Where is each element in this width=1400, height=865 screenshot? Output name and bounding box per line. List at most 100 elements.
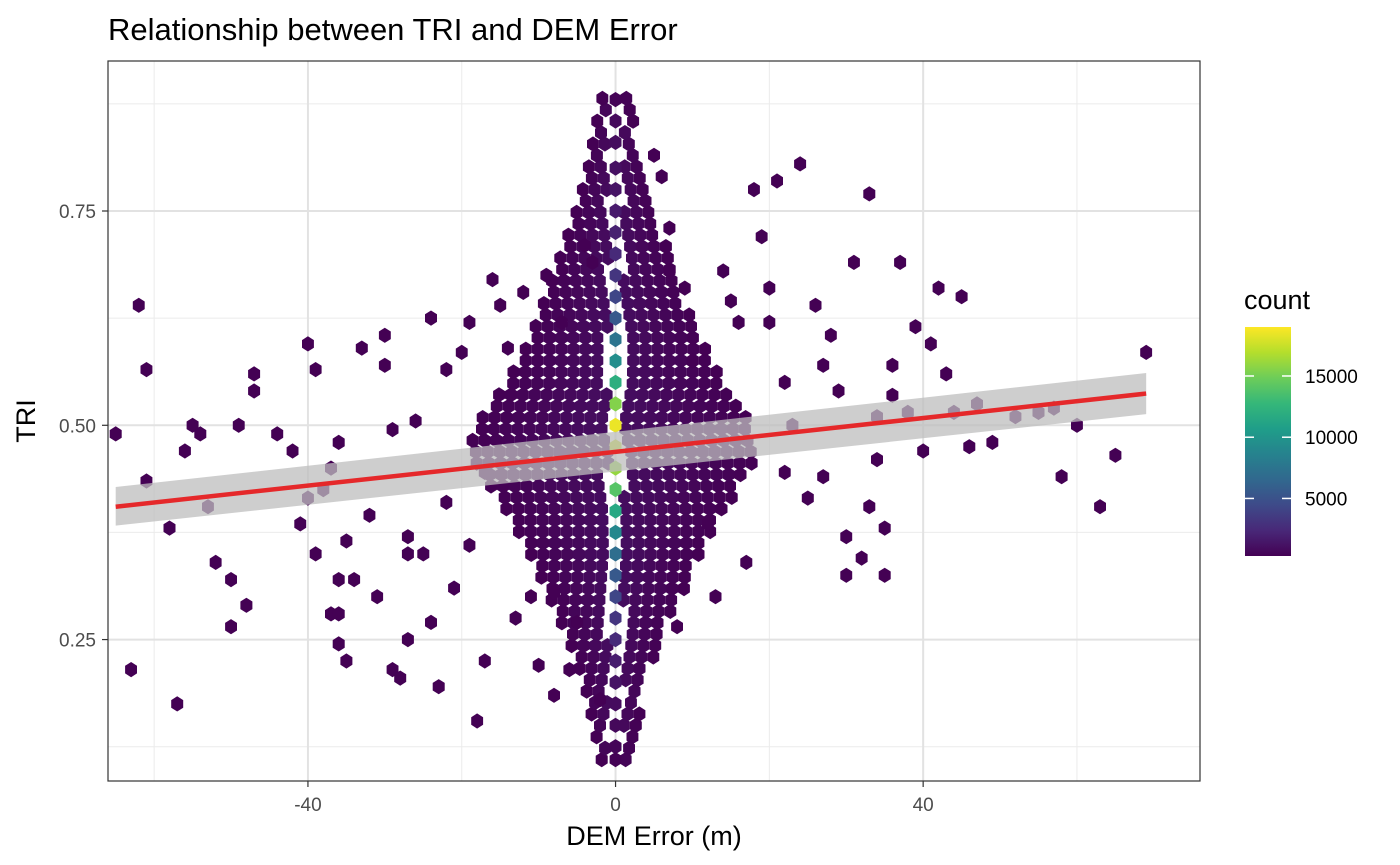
hex-bin: [771, 173, 783, 189]
hex-bin: [692, 546, 705, 562]
hex-bin: [340, 653, 353, 669]
hex-bin: [599, 740, 612, 756]
hex-bin: [401, 632, 414, 648]
hex-bin: [717, 398, 730, 414]
hex-bin: [132, 297, 145, 313]
hex-bin: [240, 597, 253, 613]
hex-bin: [520, 478, 533, 494]
hex-bin: [590, 626, 603, 642]
hex-bin: [642, 489, 655, 505]
hex-bin: [178, 443, 191, 459]
legend-ticks: 5000 10000 15000: [1245, 367, 1358, 510]
hex-bin: [571, 569, 584, 585]
hex-bin: [675, 330, 687, 346]
hex-bin: [642, 204, 655, 220]
hex-bin: [618, 489, 631, 505]
hex-bin: [585, 546, 597, 562]
hex-bin: [567, 330, 580, 346]
x-axis-label: DEM Error (m): [566, 821, 741, 851]
hex-bin: [632, 216, 645, 232]
hex-bin: [596, 216, 609, 232]
hex-bin-central: [609, 567, 622, 583]
hex-bin: [584, 501, 596, 517]
hex-bin: [209, 554, 222, 570]
hex-bin: [653, 592, 666, 608]
hex-bin: [401, 529, 414, 545]
hex-bin: [538, 398, 551, 414]
hex-bin: [627, 113, 640, 129]
hex-bin: [648, 387, 661, 403]
hex-bin: [668, 524, 681, 540]
hex-bin: [678, 280, 691, 296]
hex-bin: [583, 569, 596, 585]
hex-bin: [596, 558, 608, 574]
hex-bin: [589, 638, 602, 654]
hex-bin: [597, 296, 610, 312]
hex-bin: [637, 638, 650, 654]
hex-bin: [659, 307, 672, 323]
hex-bin: [640, 478, 653, 494]
hex-bin-central: [609, 92, 622, 108]
hex-bin: [632, 410, 644, 426]
hex-bin: [309, 546, 322, 562]
hex-bin: [643, 558, 656, 574]
hex-bin: [627, 353, 640, 369]
hex-bin: [556, 478, 569, 494]
hex-bin: [666, 569, 679, 585]
hex-bin: [680, 512, 693, 528]
hex-bin: [639, 193, 652, 209]
hex-bin: [511, 421, 524, 437]
hex-bin: [639, 353, 652, 369]
hex-bin: [543, 353, 556, 369]
hex-bin: [563, 662, 576, 678]
hex-bin: [537, 546, 550, 562]
hex-bin: [524, 512, 537, 528]
hex-bin: [599, 307, 612, 323]
hex-bin: [548, 584, 560, 600]
hex-bin: [561, 535, 573, 551]
hex-bin: [863, 186, 876, 202]
hex-bin: [1109, 447, 1122, 463]
hex-bin: [569, 592, 582, 608]
hex-bin-central: [609, 224, 622, 240]
hex-bin: [840, 567, 853, 583]
hex-bin: [638, 375, 651, 391]
hex-bin: [687, 341, 700, 357]
hex-bin: [582, 581, 595, 597]
hex-bin: [598, 398, 611, 414]
hex-bin: [863, 499, 876, 515]
hex-bin: [627, 364, 639, 380]
hex-bin: [641, 273, 654, 289]
hex-bin: [595, 752, 608, 768]
hex-bin: [466, 432, 479, 448]
hex-bin: [631, 672, 644, 688]
hex-bin: [599, 102, 612, 118]
hex-bin: [585, 660, 598, 676]
hex-bin: [531, 330, 544, 346]
hex-bin: [572, 535, 585, 551]
hex-bin: [620, 90, 633, 106]
hex-bin: [536, 524, 549, 540]
hex-bin: [578, 626, 591, 642]
hex-bin-central: [609, 113, 622, 129]
hex-bin: [628, 603, 641, 619]
hex-bin: [649, 638, 662, 654]
hex-bin: [591, 330, 604, 346]
hex-bin: [579, 330, 592, 346]
hex-bin: [587, 307, 600, 323]
hex-bin: [640, 603, 653, 619]
hex-bin: [594, 204, 607, 220]
hex-bin: [745, 455, 758, 471]
hex-bin: [536, 410, 549, 426]
hex-bin: [643, 569, 655, 585]
hex-bin: [571, 284, 584, 300]
hex-bin: [596, 535, 609, 551]
hex-bin: [570, 581, 583, 597]
hex-bin: [691, 501, 704, 517]
hex-bin-central: [609, 632, 622, 648]
hex-bin: [725, 489, 738, 505]
hex-bin: [505, 387, 517, 403]
hex-bin: [309, 362, 322, 378]
hex-bin: [722, 467, 735, 483]
hex-bin: [679, 558, 692, 574]
